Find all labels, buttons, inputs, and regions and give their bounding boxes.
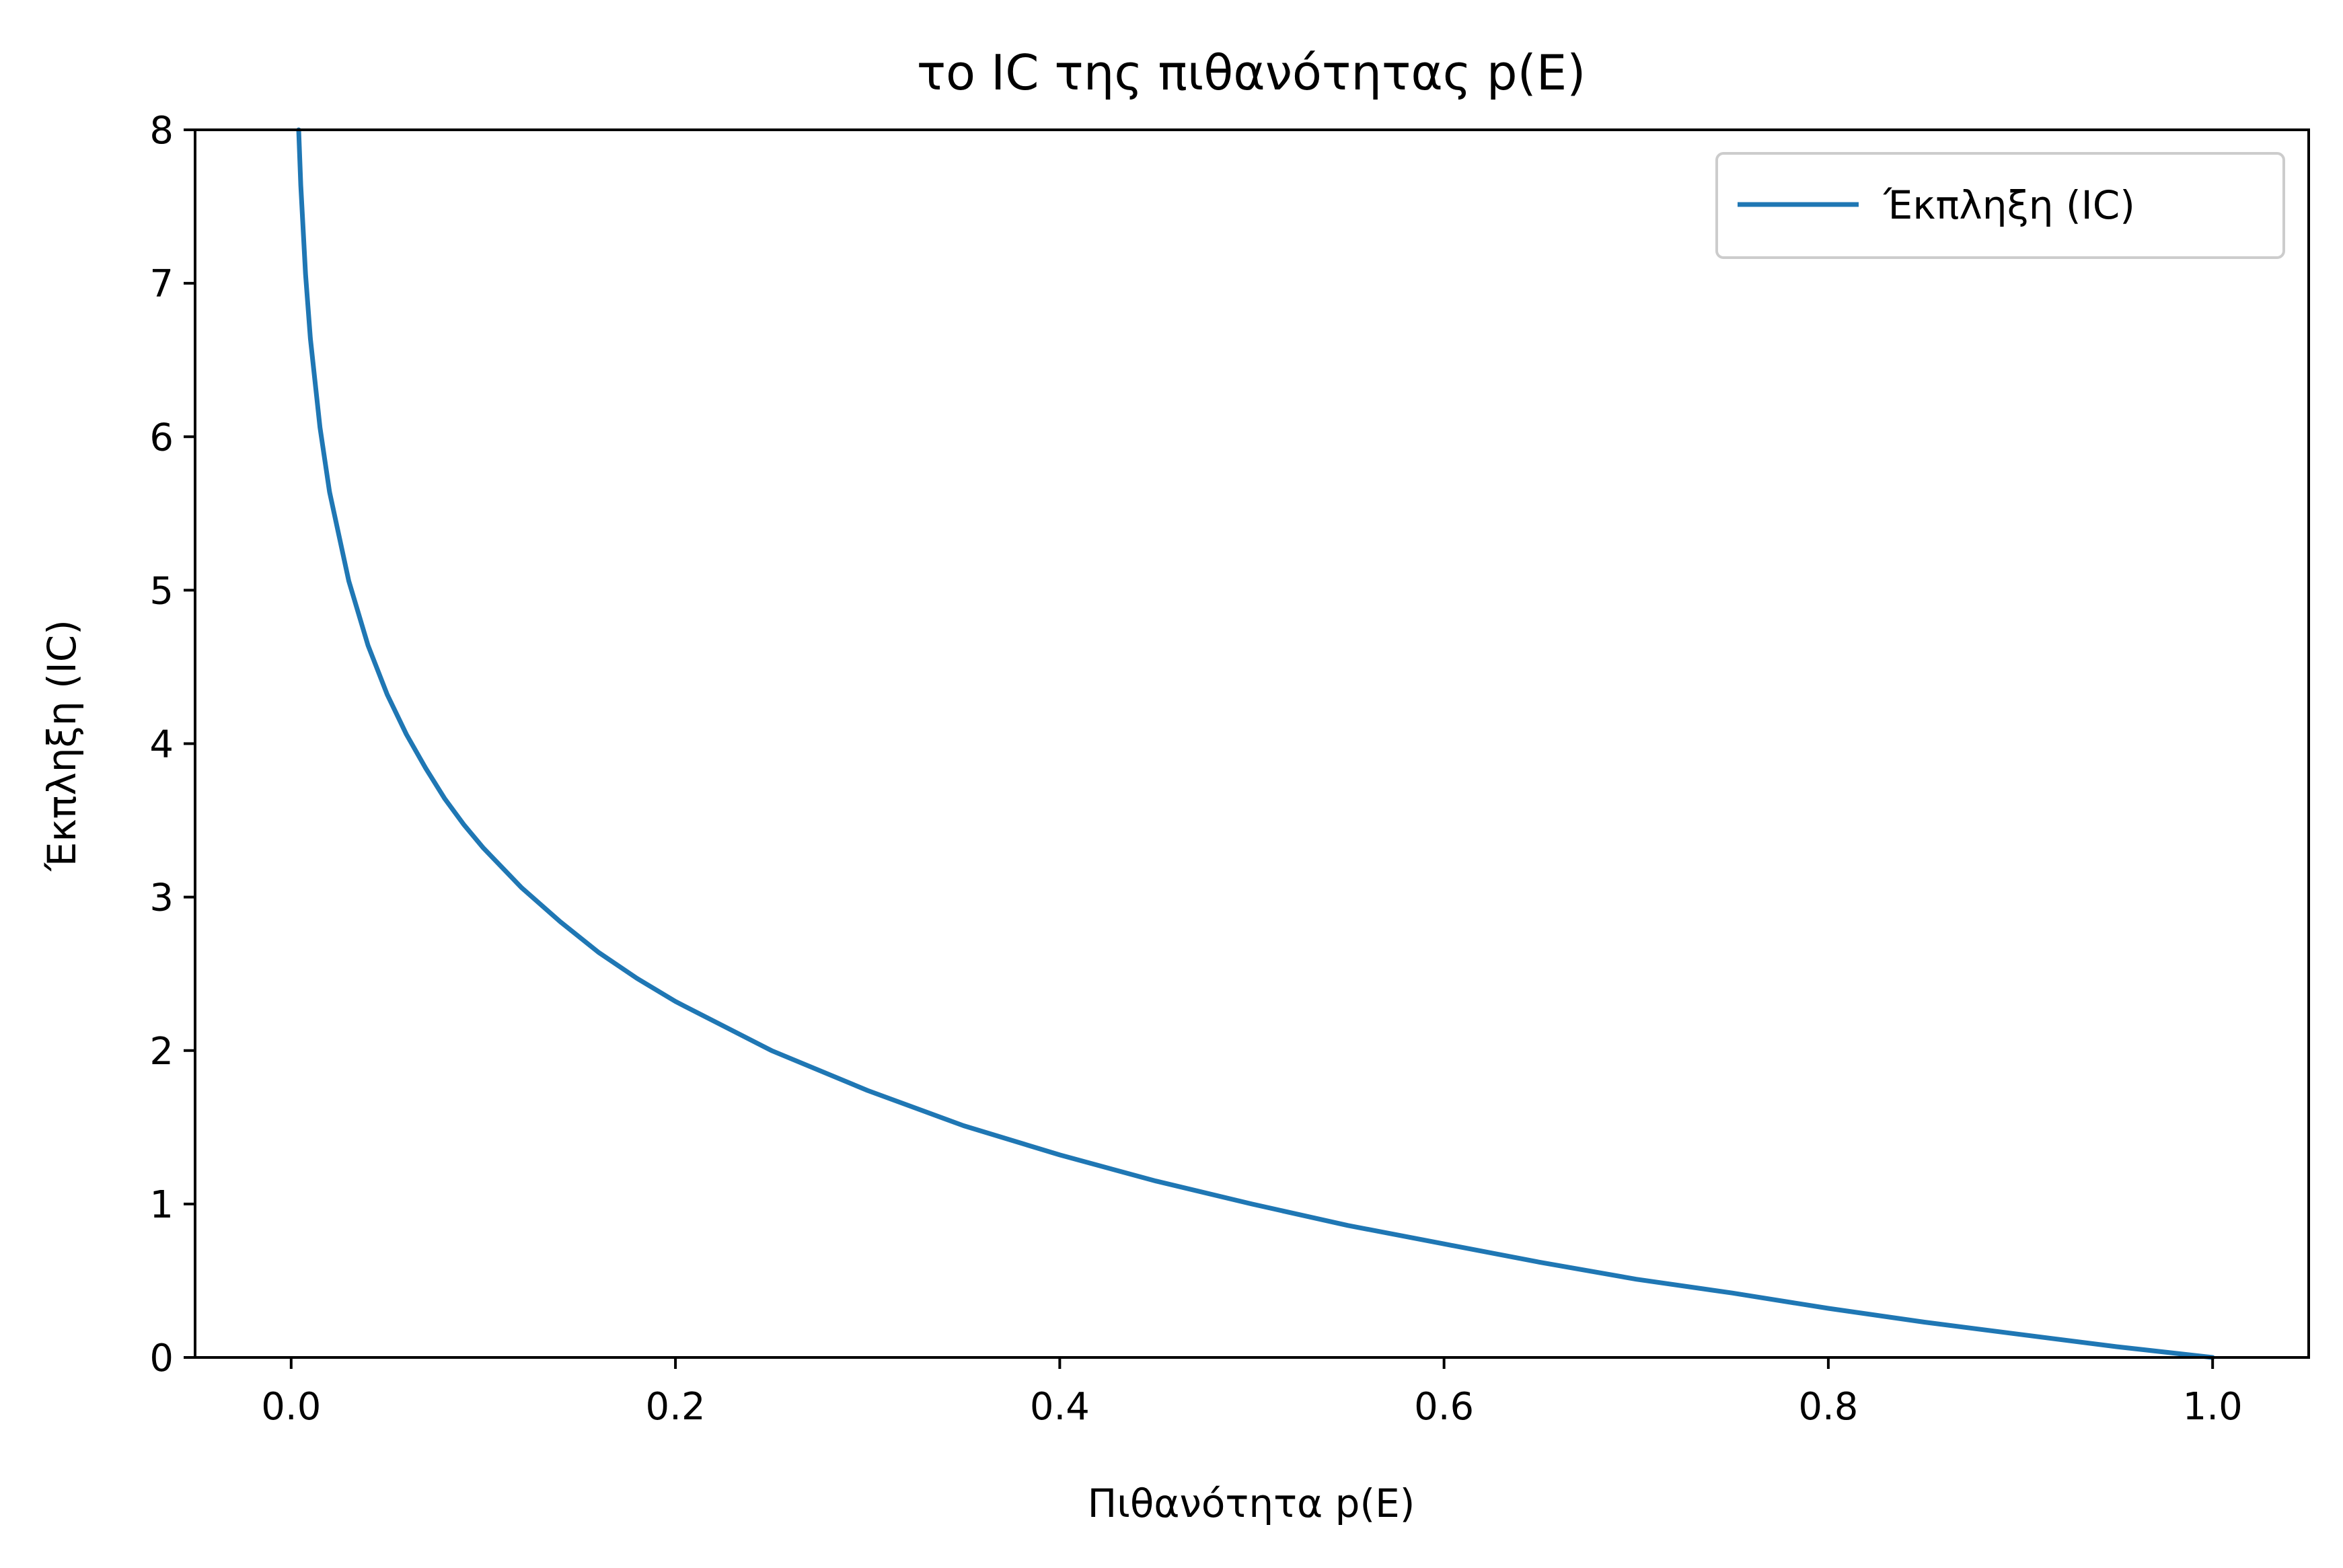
y-tick-label: 7 (149, 262, 174, 306)
x-tick-label: 1.0 (2183, 1385, 2243, 1429)
y-axis: 0 1 2 3 4 5 6 7 8 (149, 109, 195, 1380)
y-tick-label: 0 (149, 1337, 174, 1380)
x-tick-label: 0.2 (646, 1385, 706, 1429)
y-axis-label: Έκπληξη (IC) (39, 620, 85, 872)
series-line-ic (296, 127, 2215, 1360)
y-tick-label: 5 (149, 569, 174, 613)
x-axis: 0.0 0.2 0.4 0.6 0.8 1.0 (261, 1357, 2243, 1429)
chart-title: το IC της πιθανότητας p(E) (917, 44, 1586, 101)
y-tick-label: 1 (149, 1183, 174, 1227)
y-tick-label: 2 (149, 1030, 174, 1074)
y-tick-label: 4 (149, 723, 174, 767)
y-tick-label: 8 (149, 109, 174, 153)
y-tick-label: 3 (149, 876, 174, 920)
legend-entry-label: Έκπληξη (IC) (1883, 182, 2135, 228)
y-tick-label: 6 (149, 416, 174, 459)
legend-box (1715, 152, 2285, 259)
legend: Έκπληξη (IC) (1715, 152, 2285, 259)
x-tick-label: 0.6 (1414, 1385, 1474, 1429)
x-tick-label: 0.4 (1030, 1385, 1090, 1429)
x-tick-label: 0.8 (1798, 1385, 1858, 1429)
x-tick-label: 0.0 (261, 1385, 321, 1429)
x-axis-label: Πιθανότητα p(E) (1088, 1481, 1415, 1526)
